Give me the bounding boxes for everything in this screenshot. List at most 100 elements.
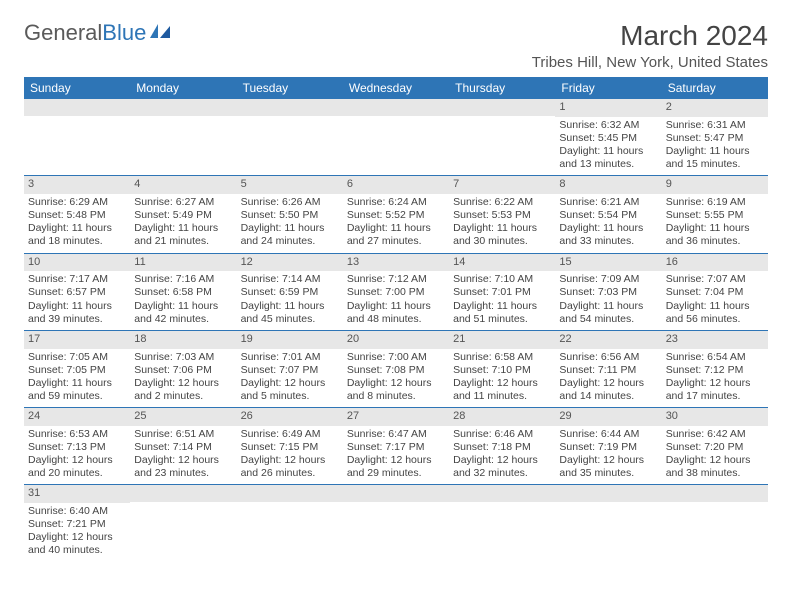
daylight-text-1: Daylight: 11 hours [666,145,764,158]
day-number: 24 [24,408,130,426]
day-cell: 31Sunrise: 6:40 AMSunset: 7:21 PMDayligh… [24,485,130,562]
day-cell [449,99,555,176]
sunset-text: Sunset: 7:01 PM [453,286,551,299]
sunrise-text: Sunrise: 6:29 AM [28,196,126,209]
daylight-text-1: Daylight: 11 hours [559,145,657,158]
day-cell: 29Sunrise: 6:44 AMSunset: 7:19 PMDayligh… [555,408,661,485]
sunrise-text: Sunrise: 6:19 AM [666,196,764,209]
day-number: 17 [24,331,130,349]
sunset-text: Sunset: 7:14 PM [134,441,232,454]
day-cell: 11Sunrise: 7:16 AMSunset: 6:58 PMDayligh… [130,253,236,330]
sunset-text: Sunset: 7:08 PM [347,364,445,377]
sunset-text: Sunset: 7:00 PM [347,286,445,299]
sunrise-text: Sunrise: 7:03 AM [134,351,232,364]
sunrise-text: Sunrise: 7:00 AM [347,351,445,364]
calendar-table: SundayMondayTuesdayWednesdayThursdayFrid… [24,77,768,562]
day-cell: 28Sunrise: 6:46 AMSunset: 7:18 PMDayligh… [449,408,555,485]
day-header: Saturday [662,77,768,99]
day-cell [130,485,236,562]
sunset-text: Sunset: 6:57 PM [28,286,126,299]
sunrise-text: Sunrise: 6:27 AM [134,196,232,209]
day-body: Sunrise: 7:05 AMSunset: 7:05 PMDaylight:… [24,349,130,408]
sunset-text: Sunset: 7:07 PM [241,364,339,377]
sunset-text: Sunset: 5:45 PM [559,132,657,145]
day-cell: 24Sunrise: 6:53 AMSunset: 7:13 PMDayligh… [24,408,130,485]
day-body: Sunrise: 7:12 AMSunset: 7:00 PMDaylight:… [343,271,449,330]
day-body: Sunrise: 6:21 AMSunset: 5:54 PMDaylight:… [555,194,661,253]
empty-day-num [343,99,449,116]
day-body: Sunrise: 6:29 AMSunset: 5:48 PMDaylight:… [24,194,130,253]
sunset-text: Sunset: 7:21 PM [28,518,126,531]
sunset-text: Sunset: 5:54 PM [559,209,657,222]
empty-day-num [449,485,555,502]
sunrise-text: Sunrise: 6:54 AM [666,351,764,364]
daylight-text-2: and 38 minutes. [666,467,764,480]
daylight-text-2: and 51 minutes. [453,313,551,326]
daylight-text-2: and 17 minutes. [666,390,764,403]
sunrise-text: Sunrise: 6:53 AM [28,428,126,441]
daylight-text-1: Daylight: 12 hours [347,454,445,467]
sunrise-text: Sunrise: 7:07 AM [666,273,764,286]
day-cell: 27Sunrise: 6:47 AMSunset: 7:17 PMDayligh… [343,408,449,485]
day-cell: 16Sunrise: 7:07 AMSunset: 7:04 PMDayligh… [662,253,768,330]
daylight-text-1: Daylight: 11 hours [134,222,232,235]
title-block: March 2024 Tribes Hill, New York, United… [532,20,768,71]
daylight-text-2: and 21 minutes. [134,235,232,248]
day-number: 31 [24,485,130,503]
day-number: 16 [662,254,768,272]
daylight-text-1: Daylight: 12 hours [134,454,232,467]
sunset-text: Sunset: 5:53 PM [453,209,551,222]
day-number: 20 [343,331,449,349]
day-body: Sunrise: 6:47 AMSunset: 7:17 PMDaylight:… [343,426,449,485]
daylight-text-1: Daylight: 12 hours [241,377,339,390]
day-body: Sunrise: 6:31 AMSunset: 5:47 PMDaylight:… [662,117,768,176]
day-number: 22 [555,331,661,349]
location: Tribes Hill, New York, United States [532,54,768,71]
empty-day-num [24,99,130,116]
sunrise-text: Sunrise: 6:42 AM [666,428,764,441]
day-number: 12 [237,254,343,272]
day-cell: 23Sunrise: 6:54 AMSunset: 7:12 PMDayligh… [662,330,768,407]
day-number: 6 [343,176,449,194]
sunrise-text: Sunrise: 6:44 AM [559,428,657,441]
sunrise-text: Sunrise: 7:10 AM [453,273,551,286]
sunset-text: Sunset: 7:17 PM [347,441,445,454]
day-body: Sunrise: 7:01 AMSunset: 7:07 PMDaylight:… [237,349,343,408]
day-cell [343,99,449,176]
daylight-text-2: and 33 minutes. [559,235,657,248]
day-number: 30 [662,408,768,426]
daylight-text-1: Daylight: 12 hours [28,454,126,467]
empty-day-num [237,99,343,116]
day-cell [130,99,236,176]
day-number: 3 [24,176,130,194]
day-header: Monday [130,77,236,99]
sunrise-text: Sunrise: 7:01 AM [241,351,339,364]
daylight-text-1: Daylight: 11 hours [28,300,126,313]
sunrise-text: Sunrise: 7:16 AM [134,273,232,286]
sunset-text: Sunset: 6:59 PM [241,286,339,299]
day-cell: 20Sunrise: 7:00 AMSunset: 7:08 PMDayligh… [343,330,449,407]
daylight-text-2: and 2 minutes. [134,390,232,403]
daylight-text-2: and 18 minutes. [28,235,126,248]
sunrise-text: Sunrise: 7:12 AM [347,273,445,286]
sunrise-text: Sunrise: 6:40 AM [28,505,126,518]
day-body: Sunrise: 6:32 AMSunset: 5:45 PMDaylight:… [555,117,661,176]
daylight-text-1: Daylight: 12 hours [453,377,551,390]
sunrise-text: Sunrise: 6:58 AM [453,351,551,364]
day-cell: 2Sunrise: 6:31 AMSunset: 5:47 PMDaylight… [662,99,768,176]
daylight-text-2: and 5 minutes. [241,390,339,403]
sunrise-text: Sunrise: 6:46 AM [453,428,551,441]
day-body: Sunrise: 6:40 AMSunset: 7:21 PMDaylight:… [24,503,130,562]
sunrise-text: Sunrise: 6:51 AM [134,428,232,441]
day-number: 13 [343,254,449,272]
daylight-text-2: and 30 minutes. [453,235,551,248]
day-header-row: SundayMondayTuesdayWednesdayThursdayFrid… [24,77,768,99]
daylight-text-2: and 56 minutes. [666,313,764,326]
daylight-text-1: Daylight: 11 hours [28,222,126,235]
daylight-text-2: and 11 minutes. [453,390,551,403]
daylight-text-1: Daylight: 11 hours [666,300,764,313]
day-number: 14 [449,254,555,272]
daylight-text-1: Daylight: 11 hours [559,300,657,313]
day-body: Sunrise: 6:44 AMSunset: 7:19 PMDaylight:… [555,426,661,485]
day-number: 19 [237,331,343,349]
